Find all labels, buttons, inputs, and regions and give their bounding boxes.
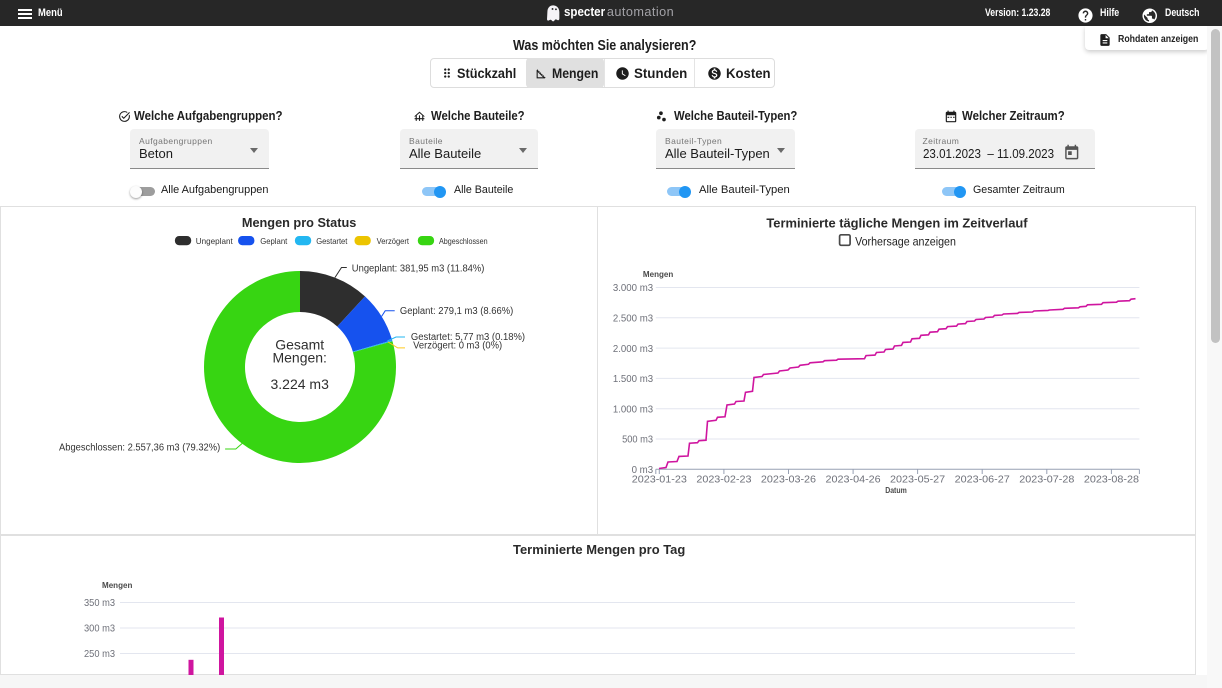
svg-text:2023-03-26: 2023-03-26: [761, 475, 816, 486]
svg-text:Abgeschlossen: 2.557,36 m3 (79: Abgeschlossen: 2.557,36 m3 (79.32%): [59, 442, 220, 453]
svg-text:1.500 m3: 1.500 m3: [613, 374, 654, 385]
svg-text:Geplant: 279,1 m3 (8.66%): Geplant: 279,1 m3 (8.66%): [400, 306, 513, 317]
svg-text:2023-08-28: 2023-08-28: [1084, 475, 1139, 486]
svg-text:2023-05-27: 2023-05-27: [890, 475, 945, 486]
svg-text:1.000 m3: 1.000 m3: [613, 404, 654, 415]
svg-text:500 m3: 500 m3: [622, 435, 653, 446]
svg-text:300 m3: 300 m3: [84, 624, 115, 635]
svg-text:Datum: Datum: [885, 485, 907, 495]
svg-text:Ungeplant: 381,95 m3 (11.84%): Ungeplant: 381,95 m3 (11.84%): [352, 264, 485, 275]
svg-text:2.500 m3: 2.500 m3: [613, 314, 654, 325]
svg-text:Mengen:: Mengen:: [272, 350, 326, 366]
svg-text:Gestartet: 5,77 m3 (0.18%): Gestartet: 5,77 m3 (0.18%): [411, 332, 525, 343]
svg-text:Terminierte tägliche Mengen im: Terminierte tägliche Mengen im Zeitverla…: [766, 216, 1028, 231]
svg-text:Mengen: Mengen: [102, 580, 132, 590]
svg-text:3.000 m3: 3.000 m3: [613, 283, 654, 294]
svg-text:2023-06-27: 2023-06-27: [955, 475, 1010, 486]
svg-text:2.000 m3: 2.000 m3: [613, 344, 654, 355]
svg-text:Mengen: Mengen: [643, 269, 673, 279]
svg-text:Terminierte Mengen pro Tag: Terminierte Mengen pro Tag: [513, 542, 685, 557]
svg-text:Mengen pro Status: Mengen pro Status: [242, 216, 356, 230]
svg-text:Verzögert: 0 m3 (0%): Verzögert: 0 m3 (0%): [413, 341, 502, 352]
svg-text:2023-02-23: 2023-02-23: [696, 475, 751, 486]
svg-text:Geplant: Geplant: [260, 236, 288, 246]
svg-text:2023-04-26: 2023-04-26: [826, 475, 881, 486]
svg-text:Gesamt: Gesamt: [275, 336, 324, 352]
svg-text:Gestartet: Gestartet: [316, 236, 348, 246]
svg-text:Ungeplant: Ungeplant: [196, 236, 234, 246]
svg-text:250 m3: 250 m3: [84, 649, 115, 660]
svg-text:350 m3: 350 m3: [84, 598, 115, 609]
svg-text:Abgeschlossen: Abgeschlossen: [439, 236, 488, 246]
svg-text:0 m3: 0 m3: [632, 465, 654, 476]
svg-text:Vorhersage anzeigen: Vorhersage anzeigen: [855, 234, 956, 248]
svg-text:3.224 m3: 3.224 m3: [271, 376, 330, 392]
svg-text:2023-01-23: 2023-01-23: [632, 475, 687, 486]
svg-text:Verzögert: Verzögert: [377, 236, 410, 246]
svg-text:2023-07-28: 2023-07-28: [1019, 475, 1074, 486]
